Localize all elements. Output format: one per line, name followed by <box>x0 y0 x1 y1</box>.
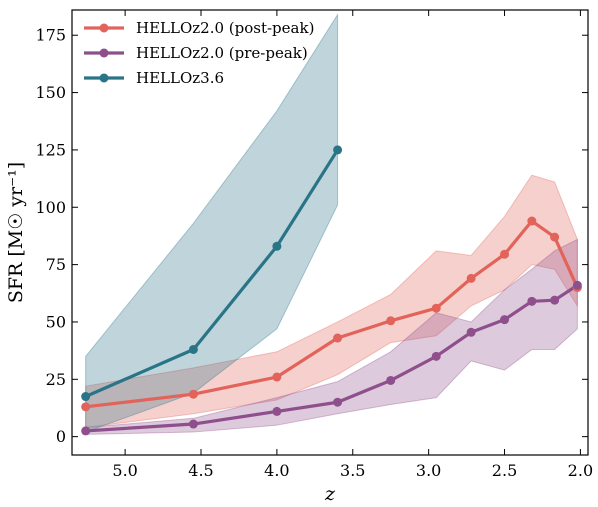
point-series-2-0 <box>81 392 91 402</box>
y-tick-label-4: 100 <box>35 198 66 217</box>
point-series-1-0 <box>81 426 91 436</box>
point-series-2-3 <box>333 145 343 155</box>
y-tick-label-1: 25 <box>46 370 66 389</box>
point-series-0-2 <box>272 372 282 382</box>
point-series-0-6 <box>466 273 476 283</box>
legend-label-2: HELLOz3.6 <box>136 69 224 87</box>
point-series-1-10 <box>572 280 582 290</box>
point-series-1-2 <box>272 406 282 416</box>
point-series-1-7 <box>500 315 510 325</box>
legend: HELLOz2.0 (post-peak) HELLOz2.0 (pre-peak… <box>84 19 314 87</box>
point-series-0-3 <box>333 333 343 343</box>
series-points <box>81 145 582 436</box>
x-axis-label: z <box>324 483 336 505</box>
point-series-2-1 <box>188 344 198 354</box>
point-series-2-2 <box>272 241 282 251</box>
legend-marker-2 <box>99 73 109 83</box>
y-tick-label-2: 50 <box>46 312 66 331</box>
point-series-1-5 <box>431 351 441 361</box>
point-series-0-0 <box>81 402 91 412</box>
y-tick-label-3: 75 <box>46 255 66 274</box>
y-tick-label-7: 175 <box>35 26 66 45</box>
legend-label-0: HELLOz2.0 (post-peak) <box>136 19 314 37</box>
legend-marker-0 <box>99 23 109 33</box>
x-tick-label-2: 4.0 <box>264 461 289 480</box>
y-tick-label-5: 125 <box>35 140 66 159</box>
y-axis-label: SFR [M☉ yr⁻¹] <box>5 162 27 303</box>
x-tick-label-4: 3.0 <box>416 461 441 480</box>
x-tick-label-1: 4.5 <box>188 461 213 480</box>
x-tick-label-0: 5.0 <box>112 461 137 480</box>
point-series-1-6 <box>466 327 476 337</box>
point-series-0-5 <box>431 303 441 313</box>
x-tick-label-6: 2.0 <box>568 461 593 480</box>
y-tick-label-6: 150 <box>35 83 66 102</box>
point-series-0-4 <box>386 316 396 326</box>
line-series-2 <box>85 149 339 398</box>
legend-marker-1 <box>99 48 109 58</box>
point-series-1-4 <box>386 375 396 385</box>
x-tick-label-5: 2.5 <box>492 461 517 480</box>
y-tick-label-0: 0 <box>56 427 66 446</box>
band-series-2 <box>85 12 339 433</box>
point-series-0-9 <box>550 232 560 242</box>
point-series-0-8 <box>527 216 537 226</box>
axis-ticks <box>72 10 588 455</box>
x-tick-label-3: 3.5 <box>340 461 365 480</box>
axis-tick-labels: 5.0 4.5 4.0 3.5 3.0 2.5 2.0 0 25 50 75 100 125 150 175 <box>35 26 593 480</box>
plot-frame <box>71 9 589 456</box>
point-series-1-3 <box>333 397 343 407</box>
point-series-0-1 <box>188 389 198 399</box>
point-series-1-1 <box>188 419 198 429</box>
point-series-1-8 <box>527 296 537 306</box>
legend-label-1: HELLOz2.0 (pre-peak) <box>136 44 308 62</box>
point-series-1-9 <box>550 295 560 305</box>
band-series-1 <box>85 238 578 435</box>
point-series-0-7 <box>500 249 510 259</box>
